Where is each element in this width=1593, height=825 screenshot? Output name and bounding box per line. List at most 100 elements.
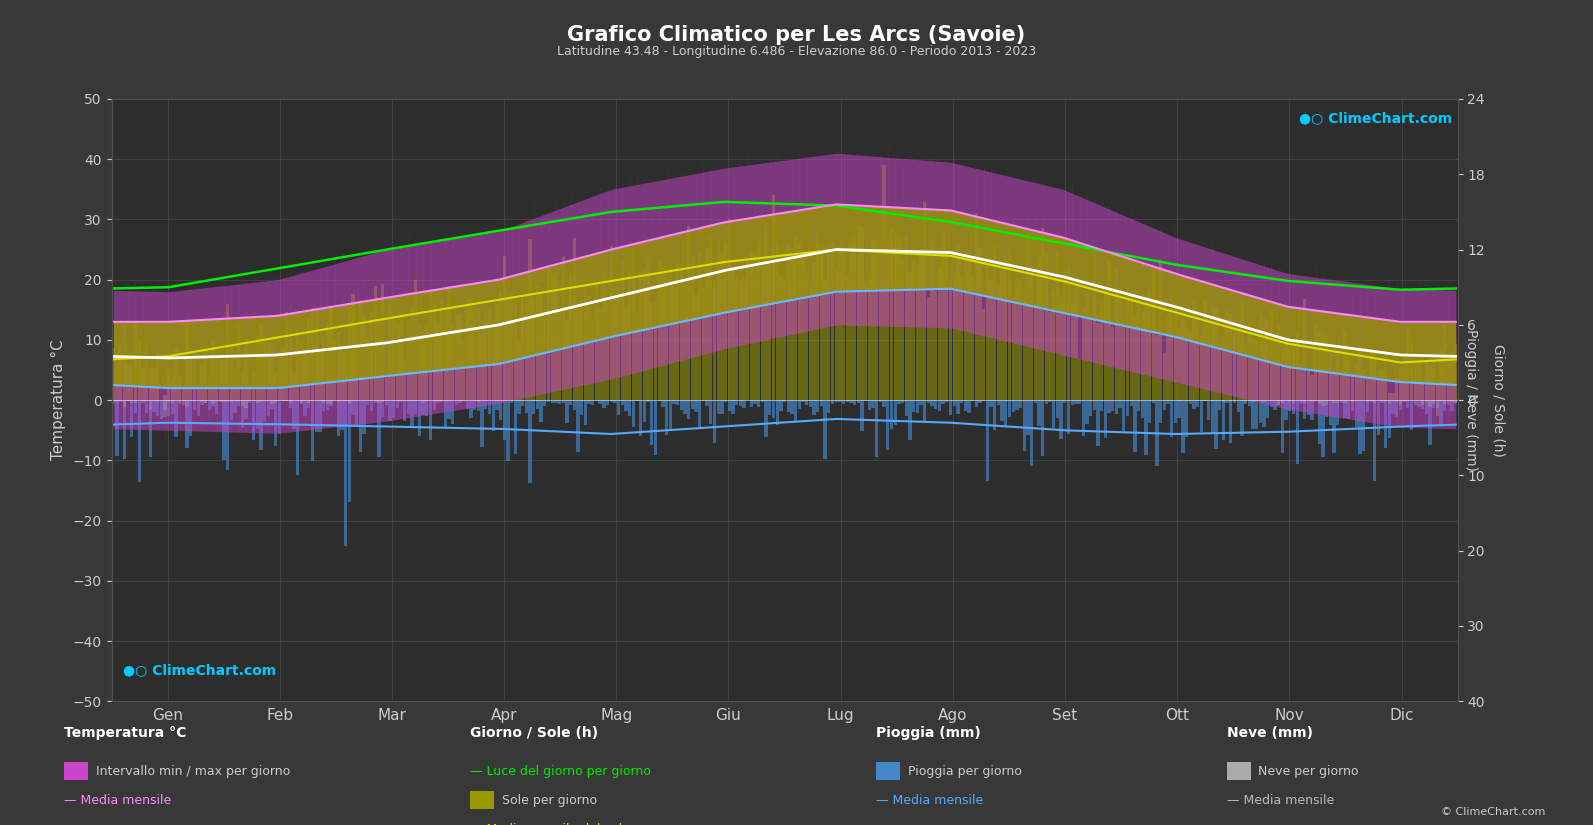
Bar (1402, 356, 1405, 400)
Bar (234, 400, 237, 412)
Bar (167, 400, 170, 403)
Bar (307, 400, 311, 403)
Bar (1185, 400, 1188, 436)
Bar (484, 400, 487, 408)
Bar (341, 351, 344, 400)
Bar (687, 226, 690, 400)
Bar (588, 400, 591, 404)
Bar (793, 400, 796, 421)
Bar (288, 400, 292, 403)
Bar (414, 280, 417, 400)
Bar (1450, 400, 1454, 411)
Bar (1059, 296, 1063, 400)
Bar (875, 400, 878, 457)
Bar (425, 323, 429, 400)
Bar (916, 265, 919, 400)
Bar (1314, 322, 1317, 400)
Bar (288, 328, 292, 400)
Bar (1340, 368, 1343, 400)
Bar (1432, 400, 1435, 408)
Bar (153, 400, 156, 412)
Bar (1141, 400, 1144, 418)
Bar (1380, 370, 1384, 400)
Bar (1421, 384, 1424, 400)
Bar (1255, 400, 1258, 401)
Bar (846, 400, 849, 403)
Bar (1149, 400, 1152, 422)
Bar (1262, 400, 1266, 427)
Bar (636, 400, 639, 401)
Bar (373, 400, 378, 403)
Bar (1413, 365, 1416, 400)
Bar (476, 309, 479, 400)
Text: Sole per giorno: Sole per giorno (502, 794, 597, 807)
Bar (433, 400, 436, 402)
Bar (451, 400, 454, 424)
Bar (989, 280, 992, 400)
Bar (204, 347, 207, 400)
Bar (190, 400, 193, 436)
Bar (1255, 340, 1258, 400)
Bar (1432, 353, 1435, 400)
Bar (1152, 271, 1155, 400)
Bar (798, 243, 801, 400)
Bar (1435, 400, 1438, 416)
Bar (429, 400, 432, 440)
Bar (879, 240, 883, 400)
Bar (344, 400, 347, 546)
Bar (956, 400, 959, 414)
Bar (1321, 400, 1325, 406)
Bar (639, 271, 642, 400)
Bar (1067, 265, 1070, 400)
Bar (311, 400, 314, 461)
Bar (134, 323, 137, 400)
Bar (1370, 400, 1373, 403)
Bar (492, 400, 495, 431)
Bar (507, 295, 510, 400)
Bar (115, 362, 119, 400)
Bar (1418, 400, 1421, 408)
Bar (1343, 400, 1346, 403)
Bar (1273, 340, 1276, 400)
Bar (499, 290, 502, 400)
Bar (185, 400, 190, 407)
Bar (389, 299, 392, 400)
Bar (1395, 400, 1399, 403)
Bar (933, 291, 937, 400)
Bar (1104, 400, 1107, 437)
Bar (473, 400, 476, 401)
Bar (933, 400, 937, 408)
Bar (591, 400, 594, 405)
Bar (1126, 400, 1129, 416)
Bar (642, 400, 647, 422)
Text: Latitudine 43.48 - Longitudine 6.486 - Elevazione 86.0 - Periodo 2013 - 2023: Latitudine 43.48 - Longitudine 6.486 - E… (558, 45, 1035, 59)
Bar (164, 400, 167, 410)
Bar (1026, 400, 1029, 435)
Bar (443, 307, 448, 400)
Bar (720, 253, 723, 400)
Bar (941, 231, 945, 400)
Bar (852, 238, 857, 400)
Bar (440, 400, 443, 402)
Bar (1321, 400, 1325, 456)
Bar (580, 400, 583, 415)
Bar (112, 400, 115, 404)
Bar (229, 400, 233, 403)
Bar (288, 400, 292, 408)
Bar (1281, 400, 1284, 453)
Bar (911, 400, 916, 412)
Bar (728, 219, 731, 400)
Bar (683, 400, 687, 413)
Text: ●○ ClimeChart.com: ●○ ClimeChart.com (1298, 111, 1451, 125)
Bar (1163, 400, 1166, 410)
Bar (185, 320, 190, 400)
Bar (835, 400, 838, 402)
Bar (1020, 282, 1023, 400)
Bar (1278, 400, 1281, 405)
Bar (1222, 400, 1225, 402)
Bar (742, 278, 746, 400)
Bar (905, 400, 908, 417)
Bar (956, 242, 959, 400)
Bar (835, 270, 838, 400)
Bar (170, 400, 174, 403)
